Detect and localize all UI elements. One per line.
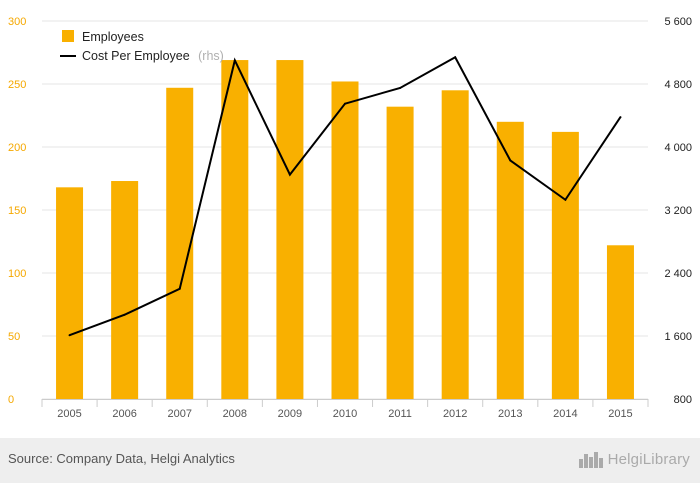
legend: Employees Cost Per Employee (rhs) <box>60 30 224 64</box>
x-tick-label: 2008 <box>223 408 247 420</box>
x-tick-label: 2005 <box>57 408 81 420</box>
line-point-2013 <box>509 159 512 162</box>
y-left-tick-label: 0 <box>8 394 14 406</box>
x-tick-label: 2007 <box>167 408 191 420</box>
chart: 2005 2006 2007 2008 2009 2010 2011 2012 2013 2014… <box>8 16 692 420</box>
line-point-2012 <box>454 56 457 59</box>
bar-series-employees <box>56 60 634 400</box>
x-axis: 2005 2006 2007 2008 2009 2010 2011 2012 2013 2014… <box>41 399 649 420</box>
y-right-tick-label: 2 400 <box>664 268 692 280</box>
brand-logo[interactable]: HelgiLibrary <box>578 449 690 469</box>
line-point-2011 <box>399 86 402 89</box>
y-right-tick-label: 5 600 <box>664 16 692 28</box>
y-axis-right: 800 1 600 2 400 3 200 4 000 4 800 5 600 <box>664 16 692 406</box>
line-point-2010 <box>344 102 346 105</box>
line-point-2009 <box>288 173 291 176</box>
y-axis-left: 0 50 100 150 200 250 300 <box>8 16 26 406</box>
line-point-2007 <box>178 287 181 290</box>
y-right-tick-label: 3 200 <box>664 205 692 217</box>
source-note: Source: Company Data, Helgi Analytics <box>8 451 235 466</box>
legend-swatch-employees <box>62 30 74 42</box>
y-left-tick-label: 250 <box>8 79 26 91</box>
line-point-2015 <box>619 116 622 119</box>
x-tick-label: 2006 <box>112 408 136 420</box>
legend-label-cost-per-employee: Cost Per Employee (rhs) <box>82 47 224 64</box>
line-point-2006 <box>123 313 126 316</box>
x-tick-label: 2009 <box>278 408 302 420</box>
bar-2013 <box>496 121 524 400</box>
x-tick-label: 2011 <box>388 408 412 420</box>
bar-2005 <box>56 187 84 399</box>
y-right-tick-label: 4 000 <box>664 142 692 154</box>
bar-2014 <box>551 131 579 399</box>
x-tick-label: 2015 <box>608 408 632 420</box>
y-left-tick-label: 200 <box>8 142 26 154</box>
brand-name: HelgiLibrary <box>607 450 690 468</box>
bar-2008 <box>221 60 249 400</box>
line-series-cost-per-employee <box>68 55 622 337</box>
bar-2006 <box>111 181 139 399</box>
x-tick-label: 2013 <box>498 408 522 420</box>
footer: Source: Company Data, Helgi Analytics He… <box>0 438 700 483</box>
x-tick-label: 2014 <box>553 408 577 420</box>
y-left-tick-label: 100 <box>8 268 26 280</box>
bar-2012 <box>441 90 469 400</box>
legend-label-employees: Employees <box>82 30 144 44</box>
city-skyline-icon <box>578 452 603 468</box>
line-point-2005 <box>68 334 71 337</box>
bar-2015 <box>606 245 634 399</box>
bar-2010 <box>331 81 359 399</box>
bar-2011 <box>386 106 414 400</box>
x-tick-label: 2012 <box>443 408 467 420</box>
y-right-tick-label: 800 <box>674 394 692 406</box>
line-point-2014 <box>564 198 567 201</box>
line-point-2008 <box>233 59 236 62</box>
x-tick-label: 2010 <box>333 408 357 420</box>
bar-2007 <box>166 87 194 399</box>
y-left-tick-label: 150 <box>8 205 26 217</box>
y-left-tick-label: 50 <box>8 331 20 343</box>
y-left-tick-label: 300 <box>8 16 26 28</box>
bar-2009 <box>276 60 304 400</box>
y-right-tick-label: 4 800 <box>664 79 692 91</box>
y-right-tick-label: 1 600 <box>664 331 692 343</box>
